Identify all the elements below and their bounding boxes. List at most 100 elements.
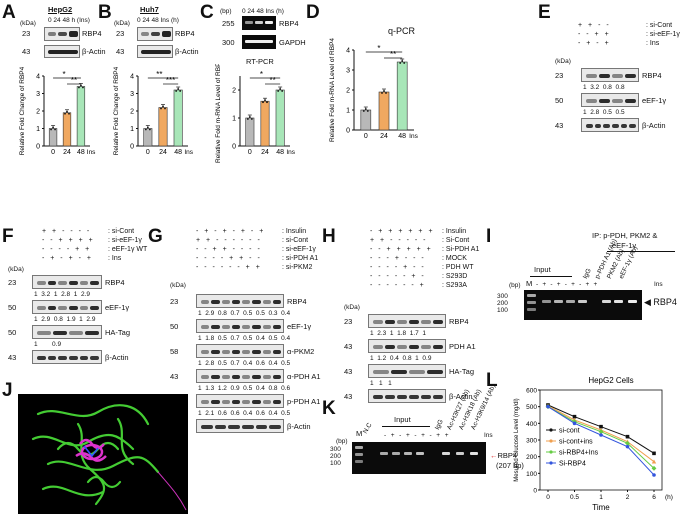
data-point: [364, 108, 367, 110]
lane-labels-i: IgG p-PDH A1 (Ab) PKM2 (Ab) eEF-1γ (Ab): [582, 238, 642, 280]
treatment-signs: + + - - - - -: [370, 237, 428, 244]
bar: [76, 86, 86, 147]
blot-band: [221, 325, 230, 329]
blot-band: [612, 124, 619, 128]
blot-band: [594, 124, 602, 128]
sig-marker: **: [156, 70, 162, 79]
blot-band: [252, 300, 261, 304]
blot-band: [272, 325, 281, 329]
treatment-label: : Insulin: [442, 228, 467, 235]
data-point: [144, 128, 147, 131]
x-tick-label: 0: [546, 494, 550, 501]
chip-gel-i: [524, 290, 642, 320]
x-tick-label: 48: [174, 149, 182, 156]
mw-marker: 23: [116, 29, 125, 38]
treatment-signs: + + - - - - - -: [196, 237, 262, 244]
ladder-size-label: 200: [497, 300, 508, 307]
western-blot: [32, 300, 102, 314]
blot-band: [79, 356, 89, 360]
treatment-label: : PDH WT: [442, 264, 474, 271]
panel-label-j: J: [2, 380, 13, 401]
blot-band: [221, 375, 230, 379]
treatment-label: : si-Cont: [646, 22, 673, 29]
blot-band: [69, 331, 83, 335]
data-point: [652, 473, 656, 477]
data-point: [266, 101, 268, 104]
mw-marker: 43: [116, 47, 125, 56]
x-tick-label: 24: [261, 149, 269, 156]
data-point: [625, 440, 630, 446]
product-size-label: (207 bp): [496, 461, 524, 470]
y-tick-label: 300: [526, 438, 537, 445]
x-tick-label: 0: [364, 133, 368, 140]
data-point: [383, 90, 385, 92]
x-tick-label: 24: [63, 149, 71, 156]
blot-band: [252, 325, 261, 329]
mw-marker: 43: [344, 392, 353, 401]
panel-label-f: F: [2, 226, 14, 247]
blot-band: [231, 300, 240, 304]
cell-line-label: HepG2: [48, 5, 73, 14]
y-tick-label: 600: [526, 388, 537, 395]
treatment-label: : eEF-1γ WT: [108, 246, 148, 253]
method-label: RT-PCR: [246, 57, 274, 66]
blot-band: [272, 375, 281, 379]
blot-band: [201, 375, 210, 379]
densitometry-values: 1 2.8 0.5 0.7 0.4 0.6 0.4 0.5: [198, 360, 291, 367]
bp-label: (bp): [220, 8, 232, 15]
y-tick-label: 200: [526, 454, 537, 461]
bar: [396, 61, 408, 131]
blot-band: [211, 375, 220, 379]
data-point: [598, 429, 604, 435]
treatment-signs: - + - +: [578, 40, 611, 47]
y-tick-label: 0: [232, 144, 236, 151]
blot-band: [201, 325, 210, 329]
blot-band: [79, 281, 89, 285]
protein-label: RBP4: [449, 317, 469, 326]
legend-label: si-RBP4+Ins: [559, 450, 599, 457]
blot-band: [85, 331, 99, 335]
mw-marker: 23: [555, 71, 564, 80]
mw-marker: 50: [8, 303, 17, 312]
treatment-signs: - + + + + + +: [370, 228, 435, 235]
panel-label-h: H: [322, 226, 336, 247]
x-tick-label: 0: [51, 149, 55, 156]
data-point: [175, 90, 178, 92]
treatment-signs: - - + +: [578, 31, 611, 38]
bar: [158, 107, 168, 147]
blot-band: [214, 425, 227, 429]
protein-label: eEF-1γ: [287, 322, 312, 331]
blot-band: [397, 345, 407, 349]
treatment-signs: - - - - + +: [42, 246, 92, 253]
y-tick-label: 4: [36, 74, 40, 81]
densitometry-values: 1 1.2 0.4 0.8 1 0.9: [370, 355, 432, 362]
blot-band: [269, 425, 281, 429]
treatment-signs: - - + + - - - -: [196, 246, 262, 253]
kda-label: (kDa): [20, 20, 36, 27]
y-tick-label: 1: [346, 108, 350, 115]
blot-band: [385, 320, 395, 324]
blot-band: [620, 124, 628, 128]
blot-band: [586, 124, 593, 128]
blot-band: [252, 350, 261, 354]
treatment-signs: - - - - - - + +: [196, 264, 262, 271]
x-tick-label: 48: [77, 149, 85, 156]
data-point: [68, 112, 70, 115]
bar: [378, 91, 390, 131]
product-name: RBP4: [497, 451, 518, 460]
blot-band: [409, 345, 419, 349]
blot-band: [629, 124, 636, 128]
bar: [48, 128, 58, 147]
blot-band: [79, 306, 89, 310]
data-point: [381, 92, 383, 94]
blot-band: [391, 370, 407, 374]
y-axis-label: Relative Fold Change of RBP4: [19, 66, 26, 155]
panel-label-g: G: [148, 226, 163, 247]
protein-label: α-PDH A1: [287, 372, 321, 381]
blot-band: [69, 306, 78, 310]
blot-band: [262, 325, 271, 329]
treatment-label: : si-eEF-1γ: [282, 246, 316, 253]
treatment-row: - - - - - - + +: si-PKM2: [196, 264, 312, 272]
legend-marker: [549, 428, 553, 432]
y-tick-label: 0: [36, 144, 40, 151]
